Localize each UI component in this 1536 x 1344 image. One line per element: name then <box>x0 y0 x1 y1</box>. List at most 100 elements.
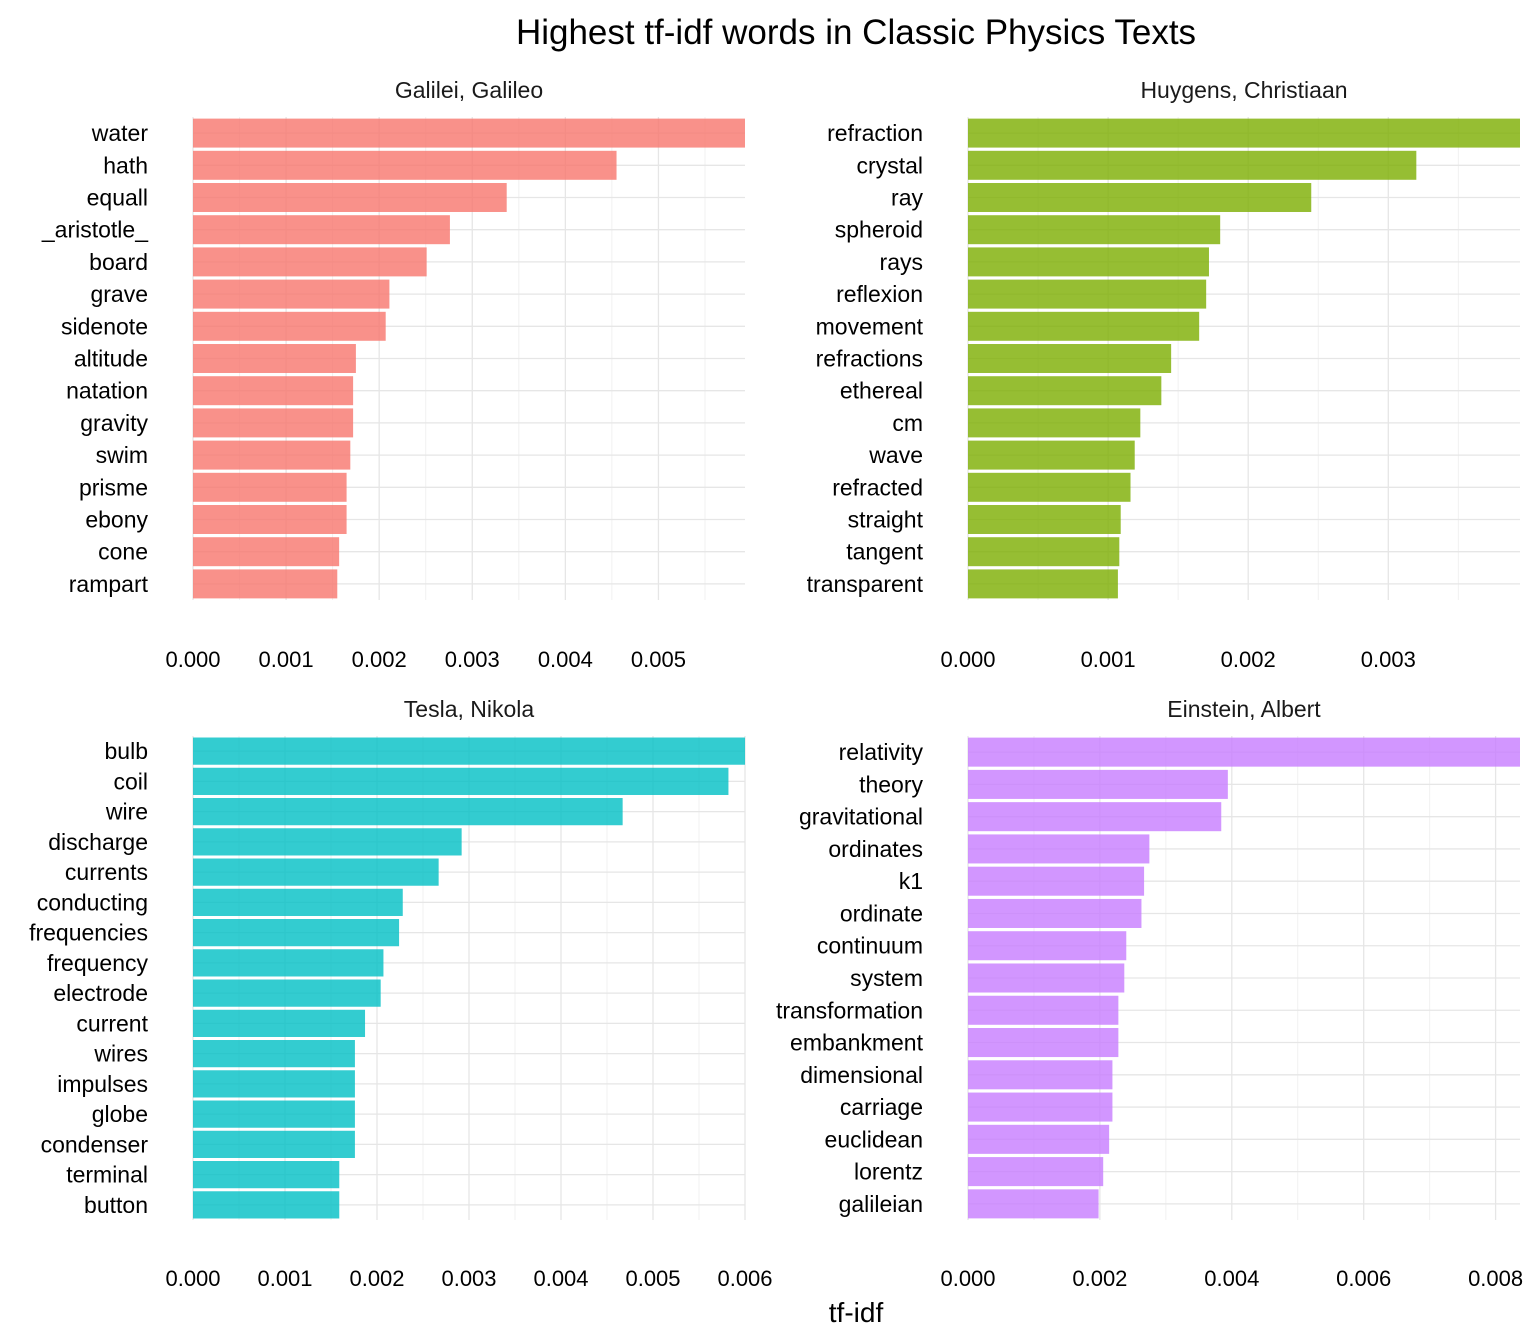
panel-tesla-nikola: Tesla, Nikola bulb coil wire discharge curren… <box>29 696 772 1291</box>
category-label: electrode <box>53 980 148 1006</box>
bar-einstein-albert-relativity <box>968 737 1520 767</box>
panel-galilei-galileo: Galilei, Galileo water hath equall _aristotl… <box>41 77 745 672</box>
category-label: terminal <box>66 1162 148 1188</box>
bar-galilei-galileo-cone <box>193 537 340 567</box>
category-label: coil <box>113 768 148 794</box>
facet-panels: Galilei, Galileo water hath equall _aristotl… <box>29 77 1523 1291</box>
category-label: refracted <box>832 474 923 500</box>
bar-galilei-galileo-ebony <box>193 505 347 534</box>
category-label: euclidean <box>825 1126 923 1152</box>
x-tick-label: 0.006 <box>1336 1266 1391 1291</box>
category-label: ethereal <box>840 378 923 404</box>
bar-einstein-albert-k1 <box>968 866 1145 896</box>
category-label: water <box>91 120 149 146</box>
chart-title: Highest tf-idf words in Classic Physics … <box>516 13 1196 52</box>
x-tick-label: 0.006 <box>717 1266 772 1291</box>
category-label: conducting <box>37 889 148 915</box>
bar-tesla-nikola-wire <box>193 798 623 826</box>
bar-einstein-albert-lorentz <box>968 1157 1104 1187</box>
category-label: bulb <box>105 738 148 764</box>
bar-huygens-christiaan-ray <box>968 183 1312 212</box>
bar-huygens-christiaan-tangent <box>968 537 1120 567</box>
bar-galilei-galileo-gravity <box>193 408 354 438</box>
category-label: carriage <box>840 1094 923 1120</box>
category-label: discharge <box>48 829 148 855</box>
bar-tesla-nikola-discharge <box>193 828 462 856</box>
category-label: natation <box>66 378 148 404</box>
bar-einstein-albert-theory <box>968 769 1228 799</box>
bar-tesla-nikola-button <box>193 1191 340 1219</box>
bar-einstein-albert-system <box>968 963 1125 993</box>
category-label: lorentz <box>854 1159 923 1185</box>
bar-galilei-galileo-board <box>193 247 427 277</box>
category-label: gravitational <box>799 804 923 830</box>
x-tick-label: 0.002 <box>352 647 407 672</box>
x-tick-label: 0.004 <box>538 647 593 672</box>
facet-label-galilei-galileo: Galilei, Galileo <box>395 77 543 103</box>
bar-huygens-christiaan-crystal <box>968 150 1417 180</box>
category-label: frequency <box>47 950 149 976</box>
bar-einstein-albert-ordinates <box>968 834 1150 864</box>
x-tick-label: 0.003 <box>1361 647 1416 672</box>
category-label: grave <box>90 281 148 307</box>
category-label: refractions <box>816 346 923 372</box>
bar-einstein-albert-carriage <box>968 1092 1113 1122</box>
x-tick-label: 0.002 <box>1072 1266 1127 1291</box>
bar-galilei-galileo-hath <box>193 150 617 180</box>
category-label: sidenote <box>61 313 148 339</box>
category-label: crystal <box>857 152 923 178</box>
category-label: board <box>89 249 148 275</box>
x-tick-label: 0.001 <box>259 647 314 672</box>
category-label: gravity <box>80 410 148 436</box>
bar-einstein-albert-continuum <box>968 931 1127 961</box>
x-tick-label: 0.000 <box>940 647 995 672</box>
category-label: _aristotle_ <box>41 217 149 243</box>
category-label: rampart <box>69 571 149 597</box>
facet-label-huygens-christiaan: Huygens, Christiaan <box>1140 77 1347 103</box>
bar-huygens-christiaan-cm <box>968 408 1141 438</box>
bar-huygens-christiaan-rays <box>968 247 1209 277</box>
facet-label-tesla-nikola: Tesla, Nikola <box>404 696 535 722</box>
category-label: cone <box>98 539 148 565</box>
category-label: rays <box>880 249 923 275</box>
bar-galilei-galileo-aristotle <box>193 215 450 245</box>
bar-galilei-galileo-altitude <box>193 344 356 373</box>
category-label: reflexion <box>836 281 923 307</box>
panel-einstein-albert: Einstein, Albert relativity theory gravitat… <box>776 696 1523 1291</box>
bar-huygens-christiaan-refraction <box>968 118 1520 148</box>
category-label: spheroid <box>835 217 923 243</box>
bar-einstein-albert-dimensional <box>968 1060 1113 1090</box>
x-tick-label: 0.002 <box>349 1266 404 1291</box>
category-label: movement <box>816 313 924 339</box>
category-label: ordinate <box>840 900 923 926</box>
category-label: hath <box>103 152 148 178</box>
category-label: wire <box>105 799 148 825</box>
x-tick-label: 0.005 <box>625 1266 680 1291</box>
bar-huygens-christiaan-ethereal <box>968 376 1162 406</box>
x-tick-label: 0.001 <box>257 1266 312 1291</box>
bar-galilei-galileo-equall <box>193 183 507 212</box>
category-label: frequencies <box>29 920 148 946</box>
x-tick-label: 0.003 <box>445 647 500 672</box>
x-tick-label: 0.000 <box>165 1266 220 1291</box>
category-label: currents <box>65 859 148 885</box>
category-label: cm <box>892 410 923 436</box>
category-label: galileian <box>839 1191 923 1217</box>
x-axis-title: tf-idf <box>829 1297 884 1328</box>
bar-galilei-galileo-swim <box>193 440 351 470</box>
category-label: swim <box>96 442 148 468</box>
bar-einstein-albert-embankment <box>968 1028 1119 1058</box>
category-label: impulses <box>57 1071 148 1097</box>
category-label: dimensional <box>800 1062 923 1088</box>
category-label: condenser <box>41 1131 149 1157</box>
category-label: embankment <box>790 1030 924 1056</box>
category-label: transparent <box>807 571 924 597</box>
x-tick-label: 0.008 <box>1468 1266 1523 1291</box>
category-label: equall <box>87 185 148 211</box>
bar-tesla-nikola-electrode <box>193 979 381 1007</box>
bar-galilei-galileo-sidenote <box>193 311 386 341</box>
x-tick-label: 0.005 <box>631 647 686 672</box>
bar-tesla-nikola-coil <box>193 767 729 795</box>
category-label: prisme <box>79 474 148 500</box>
bar-tesla-nikola-condenser <box>193 1130 355 1158</box>
